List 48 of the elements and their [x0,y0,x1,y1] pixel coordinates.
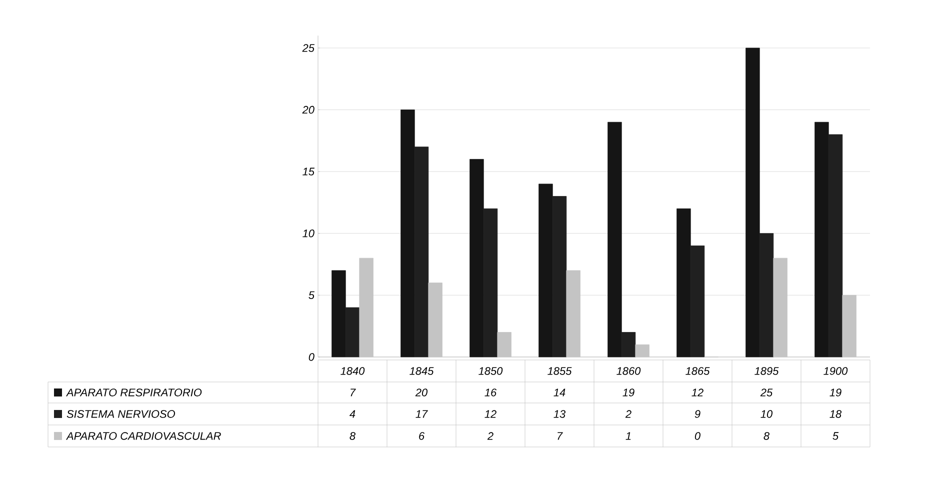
x-tick-label: 1850 [478,367,503,375]
x-tick-label: 1840 [340,367,365,375]
data-label: 10 [760,410,772,418]
x-tick-label: 1865 [686,367,710,375]
y-tick-label: 20 [302,106,314,114]
data-label: 13 [554,410,566,418]
data-label: 14 [554,388,566,396]
data-label: 19 [622,388,634,396]
data-label: 4 [350,410,356,418]
legend-label: APARATO RESPIRATORIO [66,388,202,396]
data-label: 7 [350,388,356,396]
data-label: 2 [487,432,494,440]
data-label: 17 [416,410,428,418]
bar [359,258,374,358]
data-label: 6 [419,432,425,440]
data-label: 5 [832,432,839,440]
x-tick-label: 1895 [754,367,779,375]
data-label: 20 [415,388,428,396]
bar [566,270,580,358]
x-tick-label: 1855 [548,367,572,375]
bar [635,344,650,358]
y-tick-label: 5 [308,291,315,300]
x-tick-label: 1845 [410,367,434,375]
y-tick-label: 10 [302,230,314,238]
data-label: 9 [694,410,700,418]
data-label: 8 [764,432,770,440]
data-label: 8 [350,432,356,440]
x-tick-label: 1900 [824,367,848,375]
x-tick-label: 1860 [616,367,641,375]
bar [428,282,442,358]
legend-label: APARATO CARDIOVASCULAR [66,432,221,440]
bar [773,258,788,358]
data-label: 25 [760,388,773,396]
bar [842,294,856,358]
y-tick-label: 15 [302,168,315,176]
data-label: 1 [626,432,631,440]
data-label: 2 [625,410,632,418]
data-label: 16 [484,388,497,396]
bar [497,332,512,358]
data-label: 7 [558,432,563,440]
data-label: 0 [694,432,700,440]
data-label: 12 [692,388,704,396]
data-label: 19 [830,388,842,396]
data-label: 18 [830,410,842,418]
legend-label: SISTEMA NERVIOSO [66,410,176,418]
y-tick-label: 0 [308,353,314,361]
data-label: 12 [484,410,496,418]
y-tick-label: 25 [302,44,315,52]
